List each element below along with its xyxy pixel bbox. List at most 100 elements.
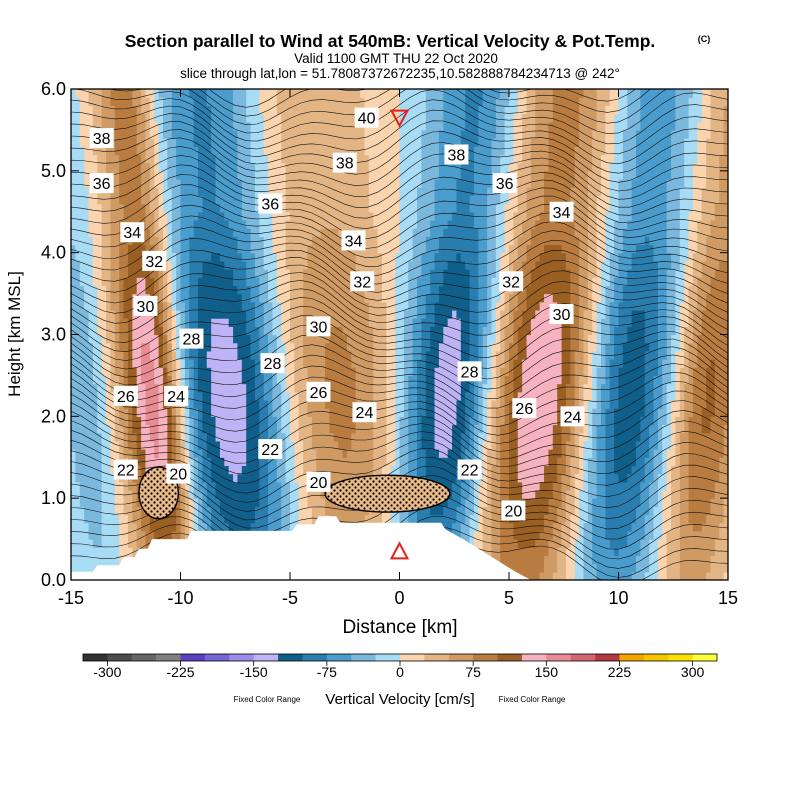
- velocity-cell: [710, 277, 716, 360]
- velocity-cell: [723, 89, 728, 106]
- theta-contour-line: [71, 239, 728, 294]
- velocity-cell: [469, 89, 475, 196]
- velocity-cell: [425, 236, 431, 295]
- velocity-cell: [123, 408, 129, 458]
- velocity-cell: [79, 506, 85, 580]
- velocity-cell: [605, 408, 611, 540]
- velocity-cell: [636, 555, 641, 580]
- theta-contour-line: [71, 109, 728, 165]
- velocity-cell: [587, 399, 593, 458]
- velocity-cell: [241, 309, 247, 385]
- velocity-cell: [189, 457, 195, 499]
- velocity-cell: [307, 416, 313, 507]
- velocity-cell: [478, 432, 484, 483]
- velocity-cell: [522, 219, 528, 262]
- velocity-cell: [294, 89, 300, 393]
- velocity-cell: [75, 260, 81, 483]
- velocity-cell: [513, 359, 519, 540]
- velocity-cell: [596, 89, 602, 196]
- velocity-cell: [565, 440, 571, 491]
- contour-label: 36: [496, 176, 514, 193]
- velocity-cell: [574, 539, 580, 580]
- velocity-cell: [460, 89, 466, 131]
- velocity-cell: [167, 187, 173, 262]
- velocity-cell: [605, 105, 611, 213]
- velocity-cell: [206, 105, 212, 262]
- velocity-cell: [233, 129, 239, 237]
- velocity-cell: [600, 260, 606, 319]
- velocity-cell: [706, 367, 712, 434]
- colorbar-swatch: [668, 654, 693, 661]
- velocity-cell: [254, 277, 260, 327]
- theta-contour-line: [71, 334, 728, 390]
- velocity-cell: [697, 530, 703, 580]
- velocity-cell: [482, 383, 488, 442]
- velocity-cell: [631, 89, 637, 180]
- velocity-cell: [714, 539, 720, 580]
- x-tick-label: -10: [167, 588, 193, 608]
- velocity-cell: [644, 457, 650, 516]
- velocity-cell: [465, 498, 471, 548]
- velocity-cell: [636, 506, 641, 557]
- velocity-cell: [438, 129, 444, 237]
- velocity-cell: [579, 375, 585, 434]
- velocity-cell: [684, 89, 690, 139]
- velocity-cell: [495, 203, 501, 303]
- contour-label-box: [164, 385, 189, 406]
- velocity-cell: [272, 89, 278, 254]
- contour-label: 26: [117, 389, 135, 406]
- velocity-cell: [198, 195, 203, 213]
- velocity-cell: [412, 89, 418, 229]
- velocity-cell: [614, 555, 620, 580]
- colorbar-tick-label: -300: [93, 664, 121, 680]
- velocity-cell: [193, 498, 199, 540]
- velocity-cell: [145, 228, 151, 254]
- colorbar: -300 -225 -150 -75 0 75 150 225 300: [82, 653, 718, 680]
- contour-label-box: [260, 353, 285, 374]
- velocity-cell: [671, 334, 677, 401]
- velocity-cell: [662, 359, 668, 426]
- velocity-cell: [276, 301, 282, 385]
- theta-contour-line: [110, 89, 728, 126]
- velocity-cell: [561, 424, 567, 475]
- velocity-cell: [465, 391, 471, 450]
- velocity-cell: [443, 269, 449, 327]
- velocity-cell: [517, 236, 523, 286]
- velocity-cell: [526, 498, 532, 548]
- velocity-cell: [697, 277, 703, 336]
- colorbar-swatch: [400, 654, 425, 661]
- velocity-cell: [425, 89, 431, 237]
- velocity-cell: [75, 97, 81, 262]
- velocity-cell: [482, 326, 488, 385]
- theta-contour-line: [71, 174, 728, 230]
- velocity-cell: [215, 440, 221, 499]
- velocity-cell: [460, 260, 466, 434]
- velocity-cell: [530, 138, 536, 229]
- velocity-cell: [513, 113, 519, 213]
- velocity-cell: [333, 326, 339, 442]
- velocity-cell: [162, 211, 168, 262]
- velocity-cell: [719, 89, 725, 156]
- velocity-cell: [136, 506, 142, 548]
- velocity-cell: [552, 301, 558, 426]
- velocity-cell: [167, 342, 173, 377]
- velocity-cell: [614, 89, 620, 115]
- velocity-cell: [548, 121, 554, 246]
- velocity-cell: [504, 89, 510, 106]
- velocity-cell: [193, 219, 199, 409]
- contour-label-box: [457, 459, 482, 480]
- colorbar-tick-label: 75: [465, 664, 481, 680]
- velocity-cell: [136, 89, 142, 156]
- velocity-cell: [206, 457, 212, 507]
- theta-contour-line: [71, 410, 728, 464]
- contour-label: 22: [461, 463, 479, 480]
- velocity-cell: [149, 211, 155, 246]
- velocity-cell: [408, 260, 414, 377]
- velocity-cell: [692, 89, 698, 164]
- contour-label: 32: [353, 274, 371, 291]
- velocity-cell: [368, 211, 374, 327]
- velocity-cell: [268, 89, 274, 205]
- velocity-cell: [311, 236, 317, 450]
- theta-contour-line: [71, 260, 728, 314]
- velocity-cell: [456, 252, 462, 319]
